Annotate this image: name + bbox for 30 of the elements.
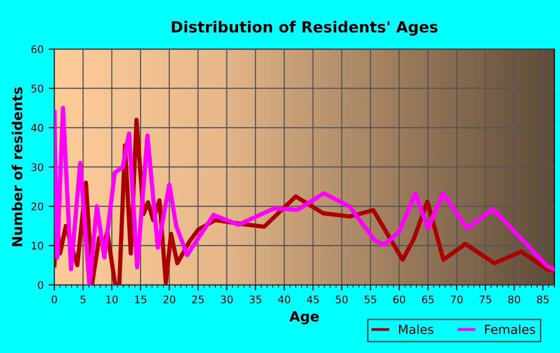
x-tick-label: 30	[220, 295, 233, 304]
y-axis-title: Number of residents	[12, 87, 22, 246]
y-tick-label: 50	[31, 84, 44, 92]
x-tick-label: 45	[306, 296, 319, 304]
x-tick-label: 0	[52, 295, 57, 304]
x-tick-label: 40	[278, 295, 290, 304]
x-tick-label: 10	[106, 295, 118, 304]
x-axis-title: Age	[289, 311, 319, 324]
y-tick-label: 60	[31, 45, 44, 54]
y-tick-label: 10	[32, 242, 44, 250]
x-tick-label: 35	[250, 295, 262, 304]
y-tick-label: 40	[31, 124, 44, 132]
y-tick-label: 0	[38, 281, 44, 289]
x-tick-label: 50	[336, 295, 348, 304]
chart-title: Distribution of Residents' Ages	[172, 20, 438, 36]
x-tick-label: 65	[422, 295, 434, 304]
x-tick-label: 15	[135, 296, 146, 304]
x-tick-label: 5	[80, 296, 86, 304]
legend-label: Females	[485, 324, 536, 334]
x-tick-label: 25	[192, 295, 204, 304]
x-tick-label: 70	[450, 295, 463, 304]
y-tick-label: 20	[31, 202, 44, 210]
legend-label: Males	[399, 324, 434, 334]
x-tick-label: 85	[536, 295, 549, 304]
x-tick-label: 60	[393, 295, 406, 304]
x-tick-label: 80	[508, 295, 520, 304]
x-tick-label: 20	[163, 295, 176, 304]
x-tick-label: 55	[364, 296, 376, 304]
y-tick-label: 30	[31, 163, 44, 172]
x-tick-label: 75	[480, 296, 492, 304]
